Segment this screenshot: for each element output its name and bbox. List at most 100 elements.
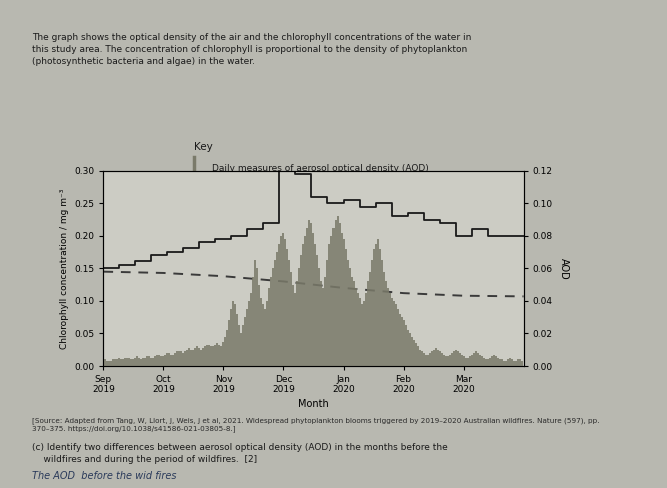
Bar <box>464 358 467 366</box>
Bar <box>496 358 499 366</box>
Bar <box>437 350 439 366</box>
Bar <box>172 355 175 366</box>
Bar <box>303 244 304 366</box>
Bar <box>204 346 207 366</box>
Bar <box>232 301 235 366</box>
Bar <box>152 358 155 366</box>
Bar <box>471 355 472 366</box>
Bar <box>333 228 335 366</box>
Bar <box>293 285 295 366</box>
Bar <box>347 260 349 366</box>
Bar <box>147 356 149 366</box>
Bar <box>228 321 231 366</box>
Bar <box>159 355 161 366</box>
Bar <box>281 236 283 366</box>
Bar <box>423 353 424 366</box>
Bar <box>319 268 321 366</box>
Bar <box>191 350 193 366</box>
Text: Daily measures of aerosol optical density (AOD): Daily measures of aerosol optical densit… <box>212 164 429 173</box>
Bar <box>307 228 308 366</box>
Bar <box>273 268 275 366</box>
Bar <box>255 260 256 366</box>
Bar <box>156 355 159 366</box>
Bar <box>404 325 406 366</box>
Text: 8-day mean chlorophyll concentration in 2019–2020: 8-day mean chlorophyll concentration in … <box>212 204 450 213</box>
Bar <box>247 309 248 366</box>
Bar <box>231 309 233 366</box>
Bar <box>128 358 131 366</box>
Bar <box>263 304 264 366</box>
Bar <box>475 351 476 366</box>
Bar <box>212 346 215 366</box>
Bar <box>305 236 307 366</box>
Bar <box>349 268 351 366</box>
Bar <box>203 348 204 366</box>
Bar <box>472 353 475 366</box>
Bar <box>241 333 243 366</box>
Bar <box>236 314 239 366</box>
Bar <box>456 351 459 366</box>
Bar <box>257 268 259 366</box>
Bar <box>331 236 332 366</box>
Bar <box>117 360 119 366</box>
Text: 8-day mean chlorophyll concentration in previous years: 8-day mean chlorophyll concentration in … <box>212 244 466 253</box>
Y-axis label: AOD: AOD <box>560 258 570 279</box>
Bar <box>481 356 483 366</box>
Bar <box>124 358 127 366</box>
Bar <box>425 355 427 366</box>
Bar <box>519 360 521 366</box>
Bar <box>451 353 452 366</box>
Bar <box>267 301 268 366</box>
Bar <box>364 293 367 366</box>
Bar <box>107 361 109 366</box>
Bar <box>343 239 345 366</box>
Bar <box>505 361 507 366</box>
Bar <box>136 356 139 366</box>
Bar <box>145 358 147 366</box>
Bar <box>412 340 414 366</box>
Bar <box>219 345 220 366</box>
Bar <box>209 345 211 366</box>
Bar <box>387 288 388 366</box>
Bar <box>132 360 135 366</box>
Bar <box>149 356 151 366</box>
Bar <box>311 223 312 366</box>
Bar <box>408 333 410 366</box>
Bar <box>373 249 375 366</box>
Bar <box>455 350 456 366</box>
Bar <box>495 356 496 366</box>
Bar <box>183 353 184 366</box>
Bar <box>500 360 503 366</box>
Bar <box>284 239 287 366</box>
Bar <box>104 360 107 366</box>
Bar <box>368 272 371 366</box>
Bar <box>216 343 219 366</box>
Bar <box>479 355 480 366</box>
Bar <box>325 277 327 366</box>
Bar <box>115 360 117 366</box>
Bar <box>521 361 523 366</box>
Bar <box>140 360 143 366</box>
Bar <box>517 360 519 366</box>
Bar <box>168 353 171 366</box>
Bar <box>177 351 179 366</box>
Bar <box>143 358 145 366</box>
Bar <box>277 252 279 366</box>
Bar <box>360 304 363 366</box>
Bar <box>201 350 203 366</box>
Bar <box>327 260 328 366</box>
Bar <box>396 309 399 366</box>
Bar <box>253 277 255 366</box>
Bar <box>193 350 195 366</box>
Bar <box>395 304 396 366</box>
Bar <box>235 304 237 366</box>
Bar <box>415 343 416 366</box>
Bar <box>427 355 428 366</box>
Bar <box>268 288 271 366</box>
Bar <box>224 337 227 366</box>
Y-axis label: Chlorophyll concentration / mg m⁻³: Chlorophyll concentration / mg m⁻³ <box>59 188 69 348</box>
Text: (c) Identify two differences between aerosol optical density (AOD) in the months: (c) Identify two differences between aer… <box>33 443 448 464</box>
Bar <box>403 321 404 366</box>
Bar <box>511 360 513 366</box>
Bar <box>160 356 163 366</box>
